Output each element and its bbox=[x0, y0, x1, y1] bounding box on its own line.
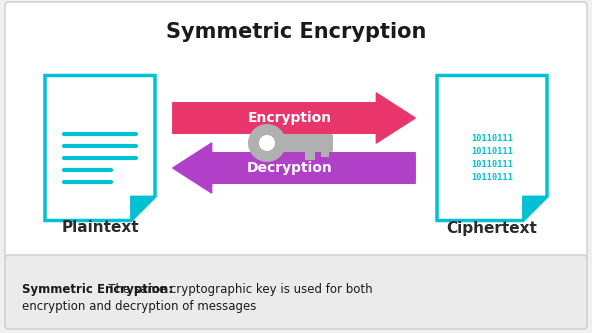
Text: Plaintext: Plaintext bbox=[61, 220, 139, 235]
Text: 10110111
10110111
10110111
10110111: 10110111 10110111 10110111 10110111 bbox=[471, 134, 513, 182]
Polygon shape bbox=[131, 196, 155, 220]
Bar bbox=[321, 150, 329, 157]
Text: Decryption: Decryption bbox=[247, 161, 333, 175]
FancyBboxPatch shape bbox=[277, 134, 333, 152]
Text: The same cryptographic key is used for both: The same cryptographic key is used for b… bbox=[22, 283, 372, 296]
Text: Ciphertext: Ciphertext bbox=[446, 220, 538, 235]
Polygon shape bbox=[523, 196, 547, 220]
FancyBboxPatch shape bbox=[5, 2, 587, 258]
Text: Symmetric Encryption: Symmetric Encryption bbox=[166, 22, 426, 42]
FancyArrowPatch shape bbox=[173, 143, 415, 193]
Circle shape bbox=[259, 135, 275, 151]
Text: Encryption: Encryption bbox=[248, 111, 332, 125]
Circle shape bbox=[248, 124, 286, 162]
Text: Symmetric Encryption:: Symmetric Encryption: bbox=[22, 283, 173, 296]
Bar bbox=[305, 150, 315, 160]
FancyBboxPatch shape bbox=[5, 255, 587, 329]
Polygon shape bbox=[437, 76, 547, 220]
FancyArrowPatch shape bbox=[173, 93, 415, 143]
Text: encryption and decryption of messages: encryption and decryption of messages bbox=[22, 300, 256, 313]
Polygon shape bbox=[45, 76, 155, 220]
